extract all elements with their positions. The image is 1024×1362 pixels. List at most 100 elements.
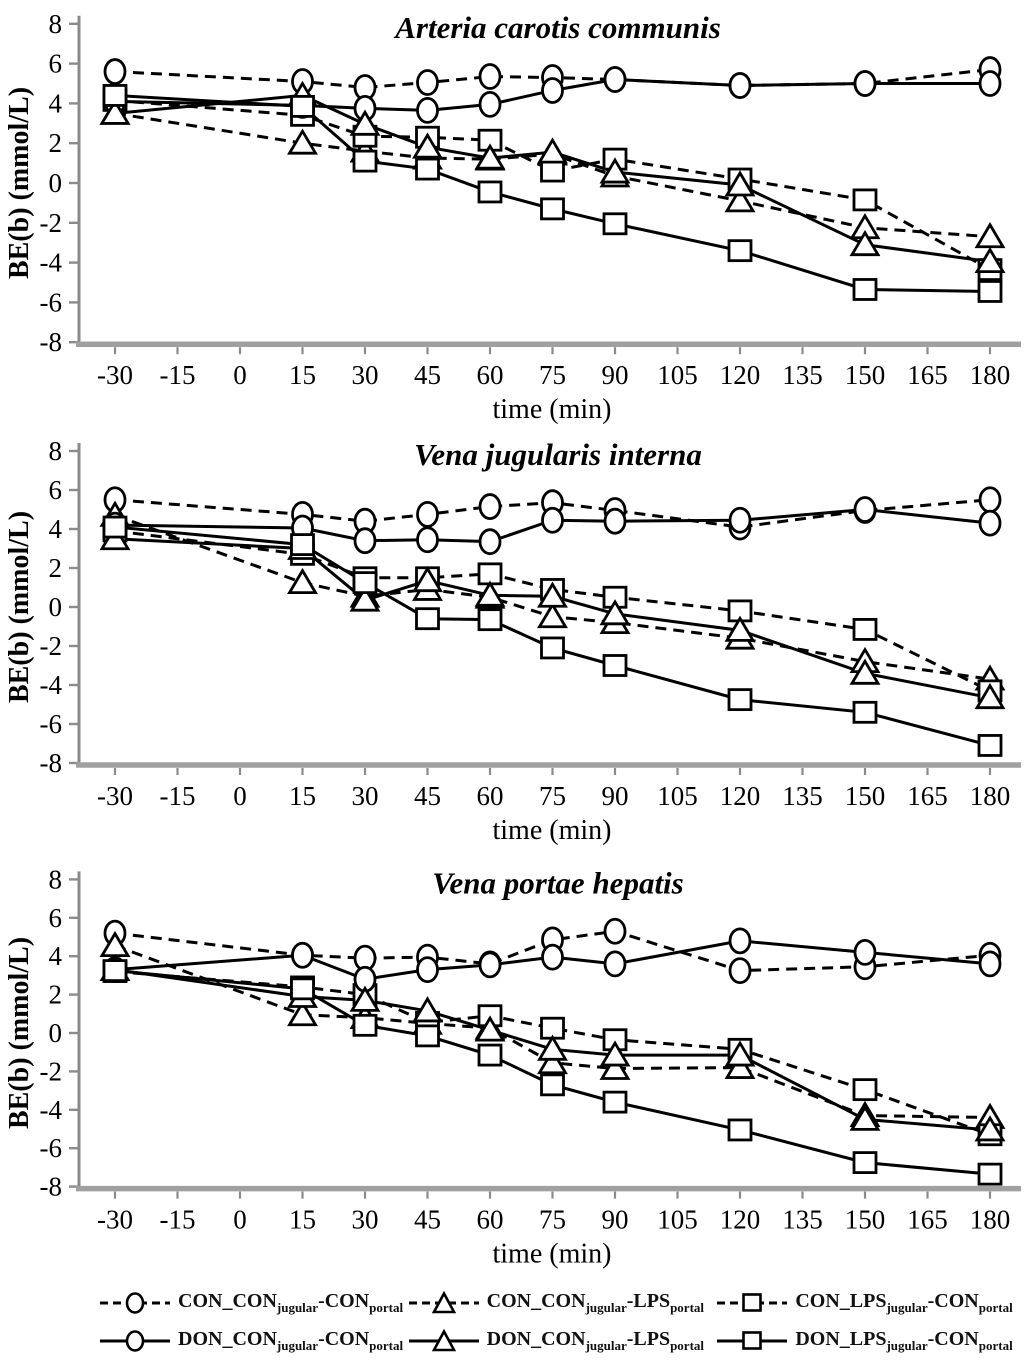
y-tick-label: 4 [49, 514, 63, 544]
y-tick-label: 6 [49, 49, 63, 79]
marker-square-DON_LPS_jugular-CON_portal [727, 688, 753, 712]
x-tick-label: 180 [970, 360, 1011, 390]
marker-triangle-DON_CON_jugular-LPS_portal [599, 1040, 631, 1067]
x-tick-label: 45 [414, 781, 441, 811]
legend-square-marker-icon [742, 1293, 763, 1312]
marker-triangle-DON_CON_jugular-LPS_portal [974, 682, 1006, 710]
x-tick-label: 150 [845, 781, 886, 811]
marker-circle-CON_CON_jugular-CON_portal [478, 493, 502, 520]
marker-triangle-CON_CON_jugular-LPS_portal [724, 186, 756, 213]
marker-triangle-CON_CON_jugular-LPS_portal [287, 1000, 318, 1027]
marker-circle-DON_CON_jugular-CON_portal [416, 956, 439, 984]
x-tick-label: 15 [289, 360, 316, 390]
y-tick-label: -2 [40, 208, 63, 238]
x-tick-label: 0 [233, 1205, 247, 1235]
y-tick-label: 0 [49, 168, 63, 198]
legend-item-DON_CON_jugular-CON_portal: DON_CONjugular-CONportal [98, 1327, 407, 1355]
legend-item-DON_CON_jugular-LPS_portal: DON_CONjugular-LPSportal [407, 1327, 716, 1355]
marker-square-DON_LPS_jugular-CON_portal [415, 1024, 440, 1048]
legend-label-DON_LPS_jugular-CON_portal: DON_LPSjugular-CONportal [795, 1328, 1013, 1353]
x-tick-label: 165 [907, 781, 948, 811]
series-line-CON_LPS_jugular-CON_portal [114, 529, 991, 693]
x-tick-label: 15 [289, 1205, 316, 1235]
marker-triangle-CON_CON_jugular-LPS_portal [537, 1048, 568, 1075]
marker-square-DON_LPS_jugular-CON_portal [290, 94, 315, 118]
marker-square-DON_LPS_jugular-CON_portal [540, 1073, 565, 1097]
series-line-DON_LPS_jugular-CON_portal [114, 93, 991, 293]
marker-circle-DON_CON_jugular-CON_portal [541, 506, 564, 534]
legend-row-2: DON_CONjugular-CONportal DON_CONjugular-L… [98, 1322, 1024, 1360]
marker-triangle-CON_CON_jugular-LPS_portal [287, 128, 318, 155]
marker-triangle-DON_CON_jugular-LPS_portal [724, 170, 756, 197]
y-tick-label: -8 [40, 327, 63, 357]
marker-square-DON_LPS_jugular-CON_portal [540, 197, 565, 221]
marker-square-CON_LPS_jugular-CON_portal [852, 618, 878, 641]
marker-circle-DON_CON_jugular-CON_portal [603, 950, 627, 978]
y-tick-label: 2 [49, 553, 63, 583]
x-tick-label: 105 [657, 781, 698, 811]
x-tick-label: 135 [782, 1205, 823, 1235]
x-tick-label: 120 [720, 781, 761, 811]
marker-circle-DON_CON_jugular-CON_portal [853, 70, 877, 97]
marker-triangle-DON_CON_jugular-LPS_portal [537, 581, 568, 608]
series-line-DON_LPS_jugular-CON_portal [114, 969, 991, 1176]
x-tick-label: 135 [782, 360, 823, 390]
x-tick-label: 180 [970, 781, 1011, 811]
marker-square-DON_LPS_jugular-CON_portal [852, 1151, 878, 1175]
x-tick-label: -30 [97, 1205, 133, 1235]
y-tick-label: -2 [40, 631, 63, 661]
legend-circle-marker-icon [125, 1292, 145, 1314]
marker-triangle-DON_CON_jugular-LPS_portal [474, 580, 506, 607]
marker-square-DON_LPS_jugular-CON_portal [977, 280, 1003, 303]
legend-item-CON_CON_jugular-CON_portal: CON_CONjugular-CONportal [98, 1289, 407, 1317]
legend-row-1: CON_CONjugular-CONportal CON_CONjugular-L… [98, 1284, 1024, 1322]
x-tick-label: 30 [352, 360, 379, 390]
marker-square-DON_LPS_jugular-CON_portal [977, 1162, 1003, 1186]
chart-title: Vena portae hepatis [432, 865, 683, 900]
y-tick-label: -2 [40, 1056, 63, 1086]
marker-circle-DON_CON_jugular-CON_portal [291, 941, 314, 969]
x-tick-label: 75 [539, 781, 566, 811]
x-tick-label: 75 [539, 1205, 566, 1235]
marker-square-DON_LPS_jugular-CON_portal [602, 1090, 628, 1114]
series-line-CON_LPS_jugular-CON_portal [114, 98, 991, 271]
y-tick-label: 8 [49, 9, 63, 39]
y-tick-label: 6 [49, 903, 63, 933]
x-axis-label: time (min) [493, 1239, 612, 1270]
marker-triangle-DON_CON_jugular-LPS_portal [349, 109, 381, 136]
legend-square-marker-icon [742, 1331, 763, 1350]
marker-square-DON_LPS_jugular-CON_portal [415, 607, 440, 631]
x-tick-label: -15 [160, 781, 196, 811]
y-tick-label: 0 [49, 592, 63, 622]
y-axis-label: BE(b) (mmol/L) [4, 511, 35, 703]
marker-triangle-DON_CON_jugular-LPS_portal [974, 1115, 1006, 1142]
marker-triangle-CON_CON_jugular-LPS_portal [599, 1053, 631, 1080]
x-tick-label: 135 [782, 781, 823, 811]
x-tick-label: 45 [414, 360, 441, 390]
y-tick-label: -8 [40, 1172, 63, 1202]
marker-circle-DON_CON_jugular-CON_portal [853, 496, 877, 523]
marker-square-DON_LPS_jugular-CON_portal [852, 700, 878, 724]
y-tick-label: 4 [49, 88, 63, 118]
x-tick-label: 15 [289, 781, 316, 811]
marker-circle-DON_CON_jugular-CON_portal [728, 72, 752, 99]
marker-square-DON_LPS_jugular-CON_portal [477, 608, 503, 632]
marker-triangle-DON_CON_jugular-LPS_portal [537, 137, 568, 164]
series-line-DON_CON_jugular-LPS_portal [114, 968, 991, 1132]
marker-circle-DON_CON_jugular-CON_portal [853, 938, 877, 966]
marker-circle-DON_CON_jugular-CON_portal [478, 90, 502, 118]
marker-triangle-DON_CON_jugular-LPS_portal [849, 658, 881, 685]
chart-arteria-carotis-communis: Arteria carotis communis BE(b) (mmol/L) 8 6… [4, 9, 1021, 425]
y-tick-label: 2 [49, 128, 63, 158]
x-tick-label: 120 [720, 1205, 761, 1235]
marker-square-DON_LPS_jugular-CON_portal [102, 84, 128, 107]
x-tick-label: 0 [233, 360, 247, 390]
series-line-CON_CON_jugular-CON_portal [114, 929, 991, 973]
marker-triangle-DON_CON_jugular-LPS_portal [99, 98, 131, 125]
marker-triangle-DON_CON_jugular-LPS_portal [849, 229, 881, 257]
legend-label-CON_CON_jugular-LPS_portal: CON_CONjugular-LPSportal [486, 1290, 705, 1315]
marker-triangle-DON_CON_jugular-LPS_portal [412, 996, 443, 1023]
x-tick-label: 30 [352, 1205, 379, 1235]
legend-sample-CON_LPS_jugular-CON_portal [717, 1293, 788, 1312]
